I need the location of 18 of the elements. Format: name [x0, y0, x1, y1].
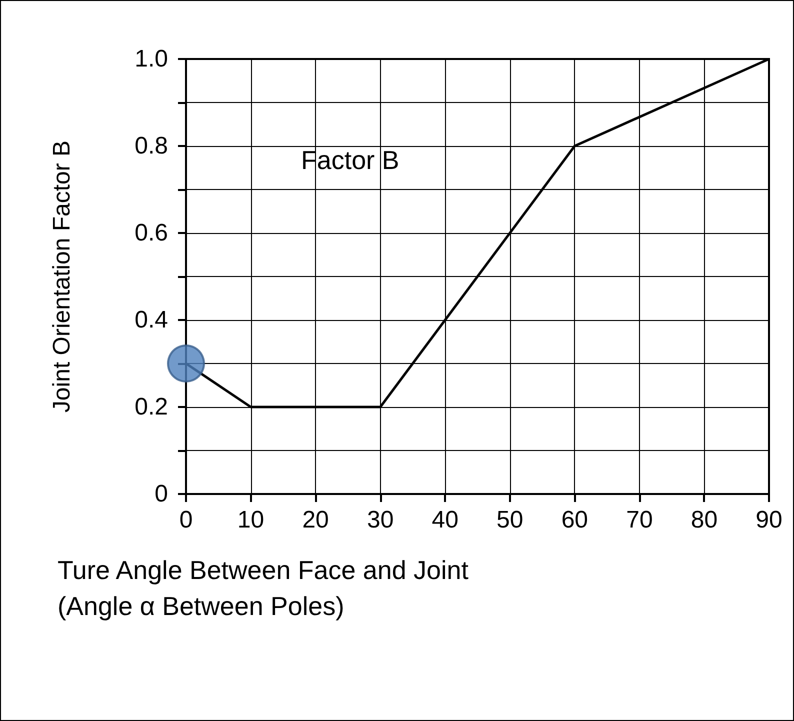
x-tick-label: 70 — [626, 506, 653, 534]
x-tick-label: 0 — [179, 506, 193, 534]
y-tick-label: 0.8 — [134, 132, 168, 160]
x-tick-label: 50 — [496, 506, 524, 534]
x-tick-label: 80 — [690, 506, 718, 534]
x-axis-title: Ture Angle Between Face and Joint (Angle α Between Poles) — [58, 555, 470, 621]
y-tick-label: 0.4 — [134, 306, 168, 334]
x-tick-label: 30 — [366, 506, 394, 534]
x-tick-label: 20 — [302, 506, 329, 534]
y-tick-label: 0 — [154, 480, 168, 508]
x-tick-label: 10 — [237, 506, 264, 534]
x-tick-label: 40 — [432, 506, 458, 534]
x-tick-label: 60 — [561, 506, 588, 534]
y-tick-label: 1.0 — [134, 46, 168, 72]
x-tick-label: 90 — [756, 506, 782, 534]
y-tick-label: 0.2 — [134, 394, 168, 420]
y-tick-label: 0.6 — [134, 220, 168, 246]
y-axis-title: Joint Orientation Factor B — [48, 140, 76, 413]
